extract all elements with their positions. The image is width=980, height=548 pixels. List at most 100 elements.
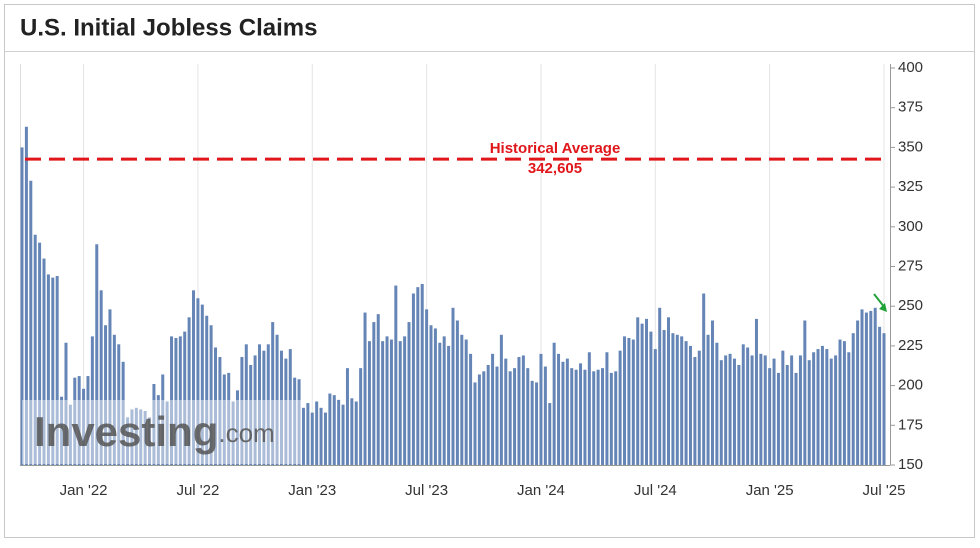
- x-tick-label: Jul '23: [405, 482, 448, 499]
- bar: [878, 326, 882, 465]
- y-tick-label: 150: [898, 456, 923, 473]
- bar: [46, 274, 50, 465]
- reference-label: Historical Average: [490, 140, 621, 157]
- bar: [583, 369, 587, 465]
- bar: [398, 341, 402, 465]
- bar: [706, 334, 710, 465]
- bar: [139, 409, 143, 465]
- bar: [684, 341, 688, 465]
- bar: [407, 322, 411, 465]
- bar: [473, 382, 477, 465]
- bar: [328, 393, 332, 465]
- bar: [323, 412, 327, 465]
- bar: [834, 355, 838, 465]
- bar: [724, 355, 728, 465]
- bar: [60, 396, 64, 465]
- bar: [627, 337, 631, 465]
- bar: [829, 358, 833, 465]
- bar: [504, 358, 508, 465]
- bar: [301, 407, 305, 465]
- bar: [838, 339, 842, 465]
- bar: [680, 336, 684, 465]
- trend-arrow-head: [879, 303, 887, 312]
- bar: [82, 388, 86, 465]
- watermark-backdrop: [22, 400, 302, 464]
- bar: [658, 307, 662, 465]
- bar: [605, 352, 609, 465]
- bar: [257, 344, 261, 465]
- bar: [451, 307, 455, 465]
- bar: [24, 126, 28, 466]
- bar: [631, 339, 635, 465]
- bar: [543, 366, 547, 465]
- bar: [447, 345, 451, 465]
- x-tick-label: Jul '25: [863, 482, 906, 499]
- bar: [526, 368, 530, 465]
- bar: [192, 290, 196, 465]
- bar: [570, 368, 574, 465]
- bar: [816, 349, 820, 465]
- bar: [825, 349, 829, 465]
- y-tick-label: 350: [898, 138, 923, 155]
- bar: [275, 334, 279, 465]
- bar: [315, 401, 319, 465]
- bar: [667, 317, 670, 465]
- bar: [715, 342, 719, 465]
- bar: [574, 369, 578, 465]
- bar: [785, 364, 789, 465]
- bar: [517, 357, 521, 465]
- bar: [675, 334, 679, 465]
- bar: [288, 349, 292, 465]
- bar: [33, 234, 37, 465]
- bar: [592, 371, 596, 465]
- bar: [126, 417, 130, 465]
- bar: [244, 344, 248, 465]
- y-tick-label: 375: [898, 99, 923, 116]
- bar: [671, 333, 675, 465]
- bar: [495, 366, 499, 465]
- bar: [807, 360, 811, 465]
- bar: [741, 344, 745, 465]
- bar: [354, 401, 358, 465]
- bar: [697, 350, 701, 465]
- bar: [117, 344, 121, 465]
- bar: [513, 368, 517, 465]
- bar: [737, 364, 741, 465]
- bar: [728, 353, 732, 465]
- bar: [143, 411, 147, 465]
- bar: [425, 309, 429, 465]
- bar: [710, 320, 714, 465]
- bar: [249, 364, 253, 465]
- bar: [385, 336, 389, 465]
- bar: [530, 380, 534, 465]
- bar: [187, 317, 191, 465]
- bar: [209, 325, 213, 465]
- bar: [20, 147, 24, 465]
- bar: [363, 312, 367, 465]
- bar: [403, 336, 407, 465]
- bar: [381, 341, 385, 465]
- bar: [601, 368, 605, 465]
- bar: [759, 353, 763, 465]
- bar: [688, 345, 692, 465]
- bar: [486, 364, 490, 465]
- bar: [332, 395, 336, 465]
- bar: [491, 353, 495, 465]
- bar: [539, 353, 543, 465]
- bar: [284, 358, 288, 465]
- x-tick-label: Jul '24: [634, 482, 677, 499]
- bar: [464, 339, 468, 465]
- bar: [359, 368, 363, 465]
- bar: [609, 372, 613, 465]
- bar: [29, 180, 33, 466]
- bar: [508, 371, 512, 465]
- bar: [178, 336, 182, 465]
- bar: [618, 350, 622, 465]
- bar: [869, 310, 873, 465]
- bar: [262, 350, 266, 465]
- bar: [112, 334, 116, 465]
- bar: [394, 285, 398, 465]
- bar: [42, 258, 46, 465]
- bar: [521, 355, 525, 465]
